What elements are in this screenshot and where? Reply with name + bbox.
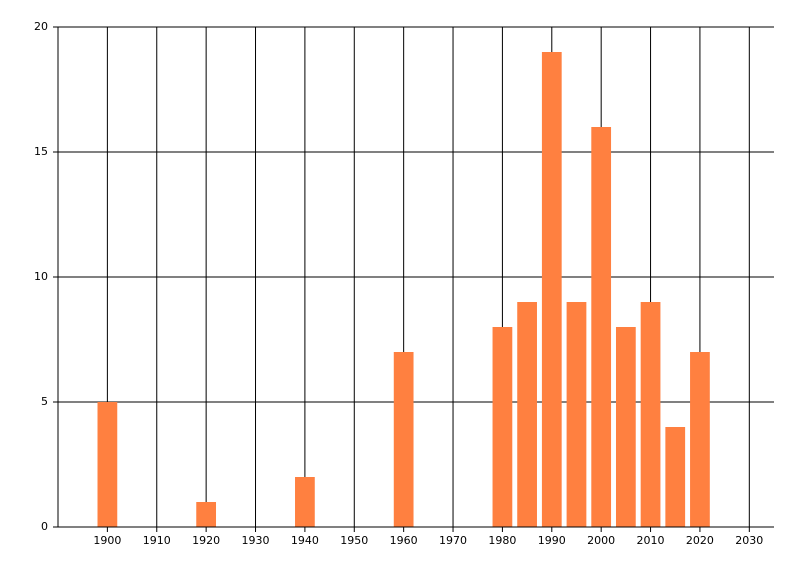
x-tick-label: 1950 — [340, 534, 368, 547]
x-tick-label: 1990 — [538, 534, 566, 547]
bar — [541, 52, 562, 527]
x-tick-label: 2000 — [587, 534, 615, 547]
x-tick-label: 1960 — [390, 534, 418, 547]
x-tick-label: 1940 — [291, 534, 319, 547]
bar — [640, 302, 661, 527]
bar — [517, 302, 537, 527]
bar — [566, 302, 587, 527]
x-tick-label: 2010 — [637, 534, 665, 547]
x-tick-label: 1980 — [488, 534, 516, 547]
x-tick-label: 1970 — [439, 534, 467, 547]
x-tick-label: 1930 — [242, 534, 270, 547]
y-tick-label: 10 — [34, 270, 48, 283]
y-tick-label: 0 — [41, 520, 48, 533]
bar — [591, 127, 612, 527]
y-tick-label: 20 — [34, 20, 48, 33]
bar — [393, 352, 414, 527]
x-tick-label: 1910 — [143, 534, 171, 547]
y-tick-label: 5 — [41, 395, 48, 408]
x-tick-label: 1920 — [192, 534, 220, 547]
bar — [665, 427, 686, 527]
x-tick-label: 2020 — [686, 534, 714, 547]
bar — [97, 402, 118, 527]
bar — [690, 352, 710, 527]
x-tick-label: 1900 — [93, 534, 121, 547]
bar — [295, 477, 315, 527]
bar — [196, 502, 217, 527]
x-tick-label: 2030 — [735, 534, 763, 547]
bar — [615, 327, 636, 527]
y-tick-label: 15 — [34, 145, 48, 158]
bar — [492, 327, 513, 527]
